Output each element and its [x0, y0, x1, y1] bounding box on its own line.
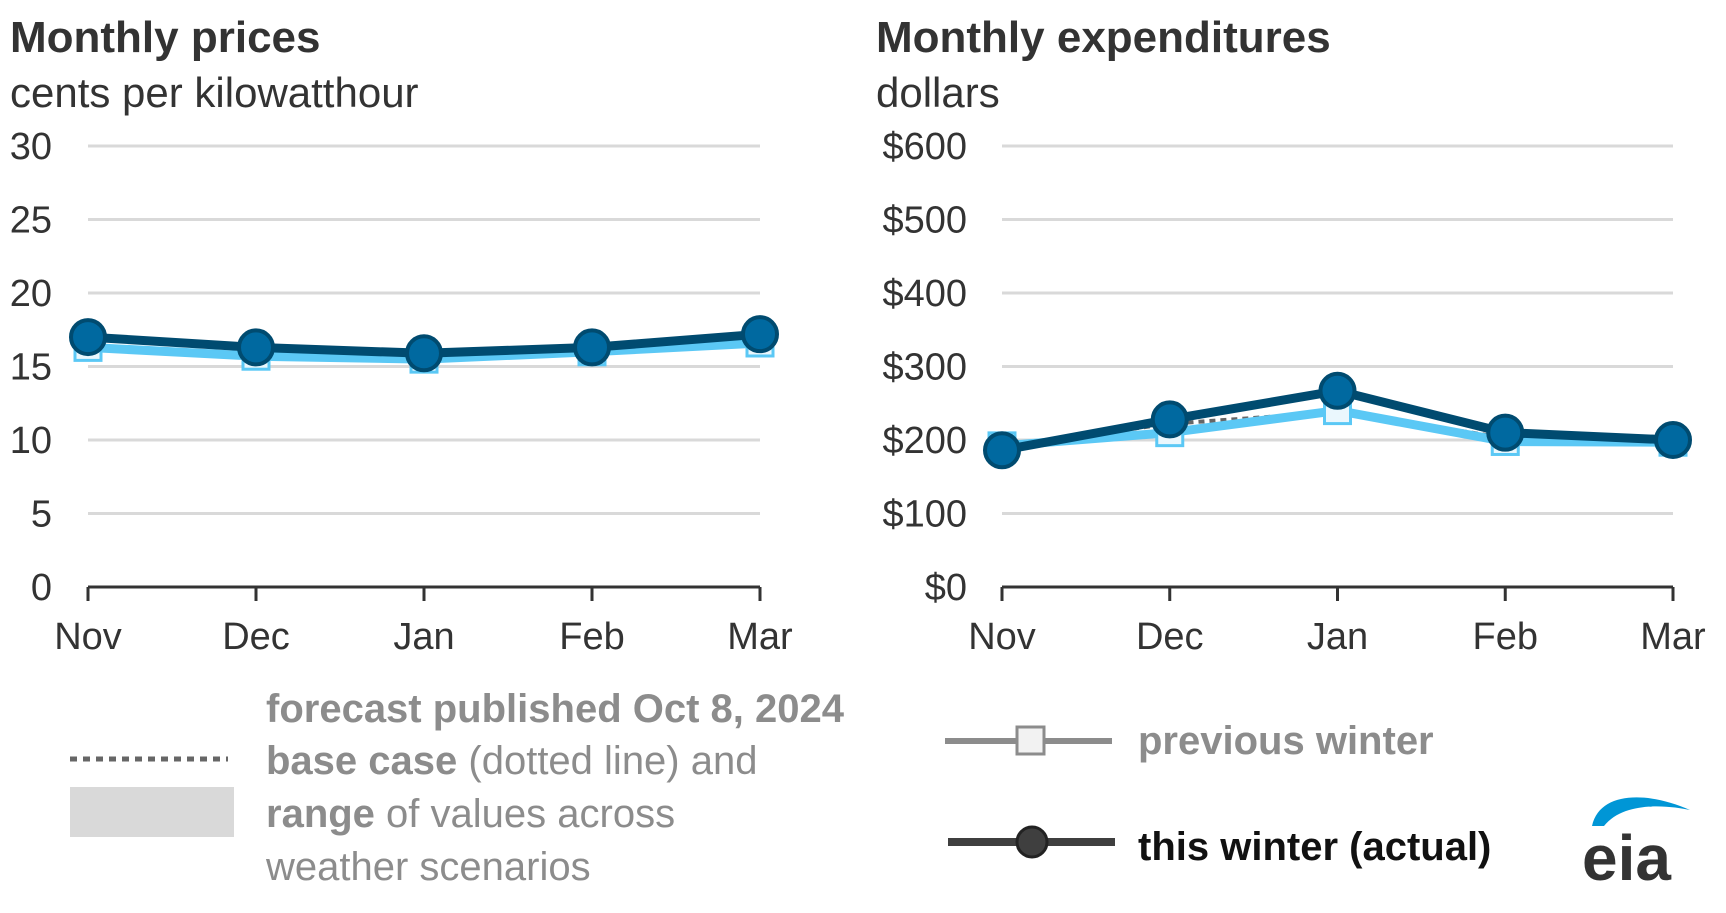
expenditures-this-winter-point	[1486, 413, 1525, 452]
expenditures-this-winter-point	[1150, 400, 1189, 439]
prices-y-tick-label: 5	[31, 494, 52, 536]
prices-chart: Monthly prices cents per kilowatthour 0 5…	[10, 13, 793, 658]
eia-logo-swoosh-icon	[1592, 797, 1690, 826]
prices-y-tick-label: 15	[10, 347, 52, 389]
prices-y-tick-label: 25	[10, 200, 52, 242]
legend-range-label: range	[266, 792, 375, 836]
legend-series: previous winter this winter (actual)	[945, 719, 1491, 869]
expenditures-y-axis-labels: $0 $100 $200 $300 $400 $500 $600	[882, 126, 967, 609]
expenditures-y-tick-label: $0	[925, 567, 967, 609]
legend-circle-marker-icon	[1015, 825, 1049, 859]
expenditures-x-tick-label: Mar	[1640, 616, 1706, 658]
prices-this-winter-point	[573, 328, 611, 367]
expenditures-gridlines	[1002, 144, 1673, 515]
legend-range-text: of values across	[375, 792, 675, 836]
expenditures-this-winter-point	[1318, 371, 1357, 410]
prices-x-tick-label: Jan	[393, 616, 454, 658]
eia-logo: eia	[1582, 797, 1690, 894]
expenditures-y-tick-label: $500	[882, 200, 967, 242]
legend-forecast-title: forecast published Oct 8, 2024	[266, 687, 845, 731]
prices-y-tick-label: 0	[31, 567, 52, 609]
expenditures-x-axis: Nov Dec Jan Feb Mar	[968, 585, 1706, 658]
expenditures-chart-subtitle: dollars	[876, 69, 1000, 116]
prices-gridlines	[88, 144, 760, 515]
prices-x-tick-label: Mar	[727, 616, 793, 658]
prices-this-winter-point	[405, 334, 443, 373]
expenditures-x-tick-label: Feb	[1473, 616, 1538, 658]
expenditures-this-winter-point	[983, 431, 1021, 470]
expenditures-y-tick-label: $600	[882, 126, 967, 168]
legend-square-marker-icon	[1015, 725, 1046, 756]
prices-x-tick-label: Dec	[222, 616, 290, 658]
expenditures-y-tick-label: $300	[882, 347, 967, 389]
prices-x-tick-label: Nov	[54, 616, 122, 658]
legend-range-line: range of values across	[266, 792, 675, 836]
prices-this-winter-point	[237, 328, 275, 367]
prices-x-tick-label: Feb	[559, 616, 624, 658]
expenditures-chart-title: Monthly expenditures	[876, 13, 1331, 62]
prices-this-winter-point	[741, 315, 779, 354]
legend-range-line2: weather scenarios	[265, 845, 591, 889]
expenditures-y-tick-label: $400	[882, 273, 967, 315]
prices-this-winter-point	[69, 318, 107, 357]
expenditures-this-winter-point	[1654, 421, 1692, 459]
prices-y-tick-label: 20	[10, 273, 52, 315]
prices-y-tick-label: 10	[10, 420, 52, 462]
legend-forecast: forecast published Oct 8, 2024 base case…	[70, 687, 845, 889]
expenditures-x-tick-label: Nov	[968, 616, 1036, 658]
expenditures-series	[983, 371, 1692, 470]
expenditures-y-tick-label: $100	[882, 494, 967, 536]
legend-base-case-line: base case (dotted line) and	[266, 739, 757, 783]
prices-y-axis-labels: 0 5 10 15 20 25 30	[10, 126, 52, 609]
legend-base-case-label: base case	[266, 739, 457, 783]
legend-this-winter-label: this winter (actual)	[1138, 825, 1491, 869]
prices-chart-subtitle: cents per kilowatthour	[10, 69, 419, 116]
prices-chart-title: Monthly prices	[10, 13, 321, 62]
prices-x-axis: Nov Dec Jan Feb Mar	[54, 585, 793, 658]
prices-y-tick-label: 30	[10, 126, 52, 168]
expenditures-y-tick-label: $200	[882, 420, 967, 462]
expenditures-x-tick-label: Jan	[1307, 616, 1368, 658]
prices-series	[69, 315, 779, 374]
eia-logo-text: eia	[1582, 822, 1671, 894]
expenditures-chart: Monthly expenditures dollars $0$100$200$…	[876, 13, 1706, 658]
legend-previous-winter-label: previous winter	[1138, 719, 1434, 763]
legend-base-case-text: (dotted line) and	[457, 739, 757, 783]
expenditures-x-tick-label: Dec	[1136, 616, 1204, 658]
legend-range-swatch	[70, 787, 234, 837]
